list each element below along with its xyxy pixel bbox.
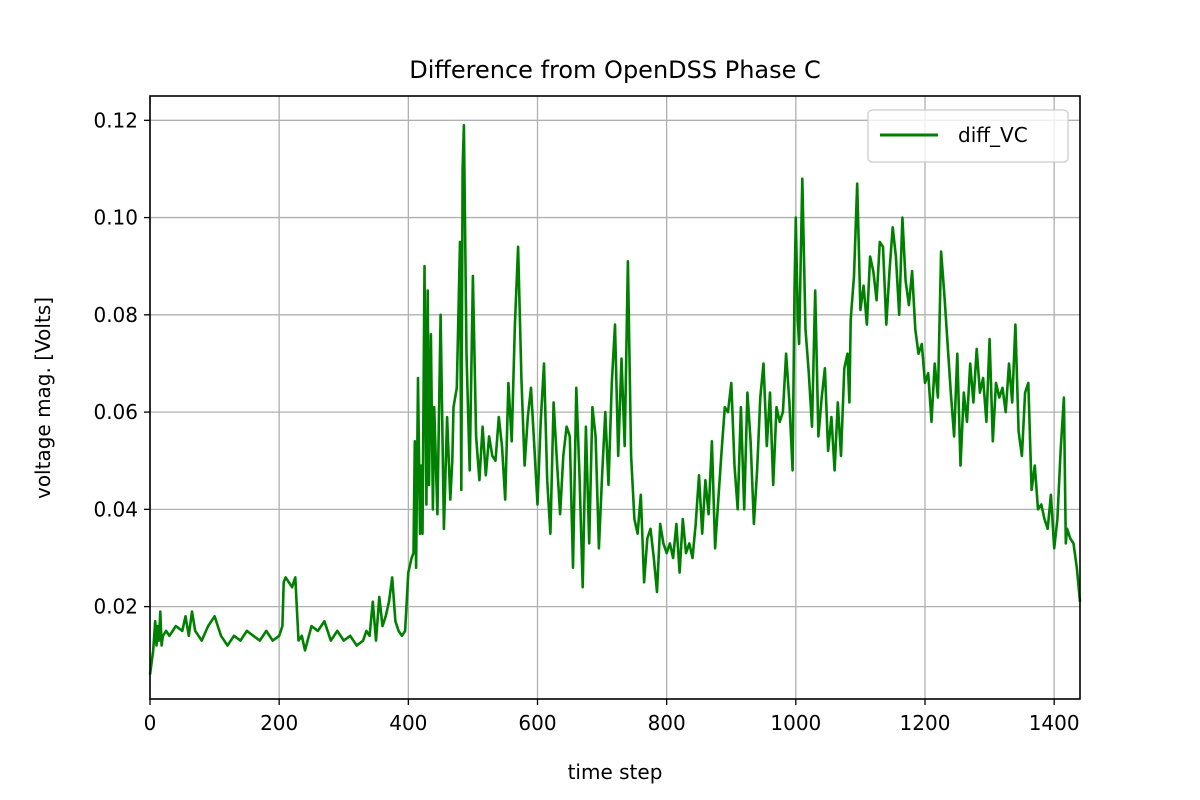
legend-box [867, 109, 1069, 163]
y-axis-title: voltage mag. [Volts] [31, 297, 55, 499]
series-layer [148, 123, 1082, 675]
x-axis: 0 200 400 600 800 1000 1200 1400 [144, 699, 1080, 735]
x-tick-label: 400 [389, 711, 427, 735]
legend: diff_VC [867, 109, 1069, 163]
y-tick-label: 0.12 [93, 108, 138, 132]
y-tick-label: 0.06 [93, 400, 138, 424]
x-tick-label: 0 [144, 711, 157, 735]
plot-frame [149, 95, 1081, 700]
y-tick-label: 0.10 [93, 206, 138, 230]
x-tick-label: 1400 [1029, 711, 1080, 735]
y-tick-label: 0.02 [93, 595, 138, 619]
x-axis-title: time step [568, 760, 663, 784]
x-tick-label: 200 [260, 711, 298, 735]
x-tick-label: 1000 [770, 711, 821, 735]
x-tick-label: 600 [518, 711, 556, 735]
grid [149, 96, 1080, 699]
x-tick-label: 1200 [900, 711, 951, 735]
chart-title: Difference from OpenDSS Phase C [409, 56, 821, 84]
series-line-diff_VC [148, 123, 1082, 675]
x-tick-label: 800 [648, 711, 686, 735]
y-tick-label: 0.08 [93, 303, 138, 327]
y-axis: 0.02 0.04 0.06 0.08 0.10 0.12 [93, 108, 150, 619]
y-tick-label: 0.04 [93, 497, 138, 521]
legend-label: diff_VC [958, 123, 1028, 147]
